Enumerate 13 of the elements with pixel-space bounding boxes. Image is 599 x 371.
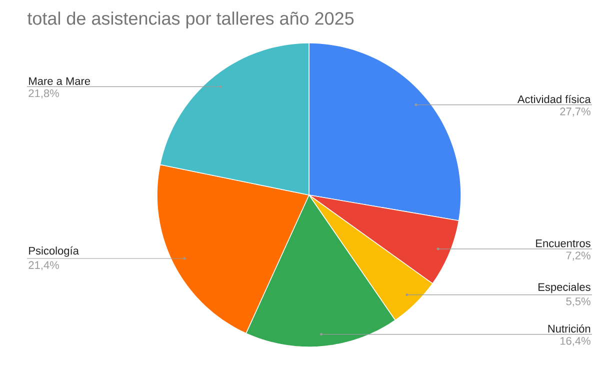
slice-label: Encuentros [536, 240, 590, 248]
data-label: 16,4% [560, 336, 590, 346]
data-label: 21,8% [28, 89, 59, 98]
data-label: 7,2% [566, 252, 590, 261]
slice-label: Actividad física [517, 94, 591, 104]
data-label: 21,4% [28, 261, 59, 270]
slice-label: Especiales [538, 282, 590, 294]
data-label: 5,5% [566, 298, 590, 307]
slice-label: Nutrición [548, 324, 590, 333]
data-label: 27,7% [560, 108, 590, 117]
slice-label: Mare a Mare [29, 77, 90, 85]
slice-label: Psicología [29, 246, 79, 257]
chart-title: total de asistencias por talleres año 2025 [27, 12, 354, 28]
